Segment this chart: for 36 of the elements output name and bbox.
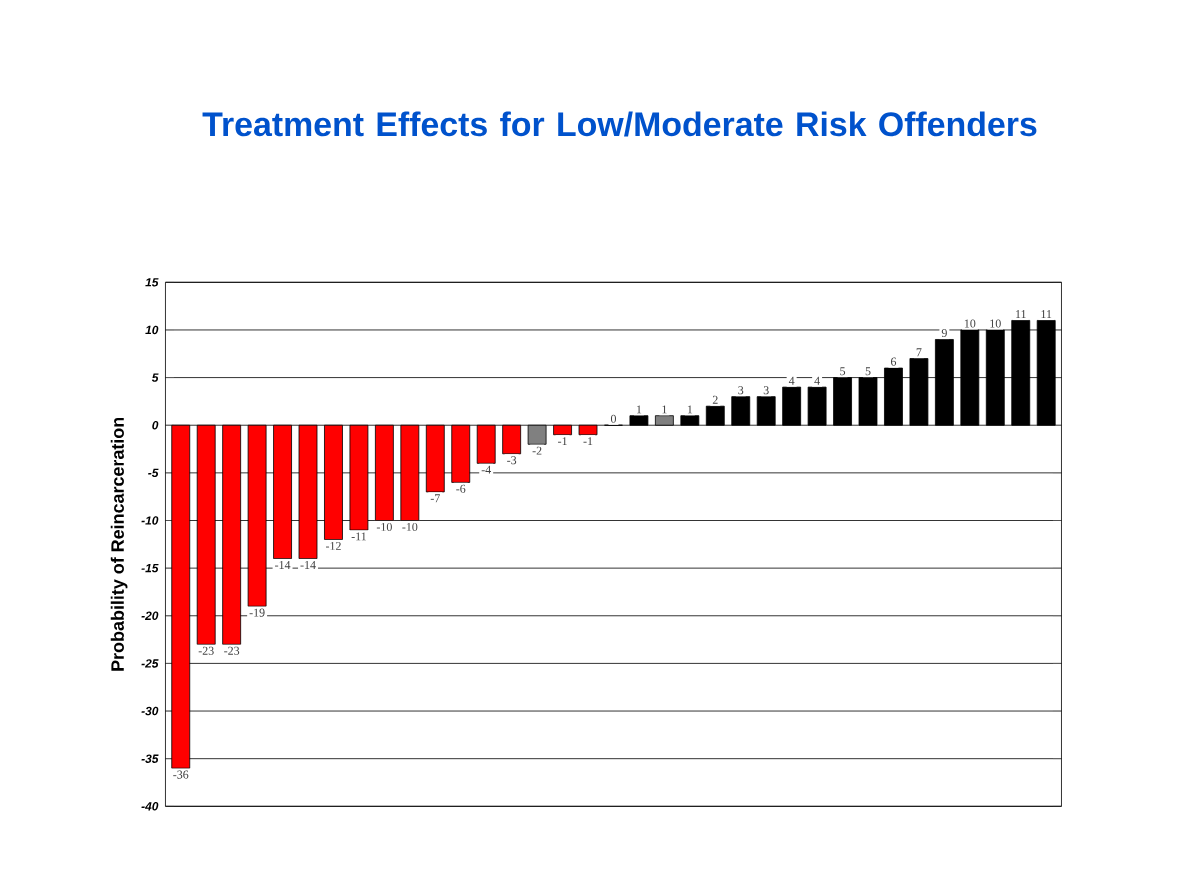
- bar: [884, 367, 903, 426]
- bar: [680, 415, 700, 426]
- bar: [451, 424, 471, 483]
- bar: [553, 424, 572, 436]
- bar: [527, 424, 547, 445]
- y-axis-title: Probability of Reincarceration: [110, 417, 128, 671]
- bar: [324, 424, 343, 540]
- bar: [756, 396, 776, 426]
- bar: [298, 424, 318, 560]
- bar: [171, 424, 191, 769]
- chart-title: Treatment Effects for Low/Moderate Risk Offenders: [202, 111, 1037, 137]
- bar: [400, 424, 420, 521]
- bar: [782, 386, 802, 426]
- bar: [196, 424, 216, 645]
- bar: [629, 415, 649, 426]
- bar: [273, 424, 292, 560]
- bar: [349, 424, 369, 531]
- bar: [425, 424, 445, 493]
- bar: [1011, 320, 1031, 426]
- bar: [858, 377, 878, 426]
- bar: [731, 396, 751, 426]
- bar: [960, 329, 980, 426]
- bar: [1036, 320, 1056, 426]
- bar: [502, 424, 522, 455]
- bar: [705, 405, 725, 426]
- bar: [476, 424, 496, 464]
- bar: [374, 424, 394, 521]
- bar: [833, 377, 852, 426]
- bar: [985, 329, 1005, 426]
- bar: [222, 424, 242, 645]
- bar: [934, 339, 954, 426]
- bar: [654, 415, 674, 426]
- bar: [909, 358, 929, 426]
- bar: [578, 424, 598, 436]
- bar: [807, 386, 827, 426]
- bar: [247, 424, 267, 607]
